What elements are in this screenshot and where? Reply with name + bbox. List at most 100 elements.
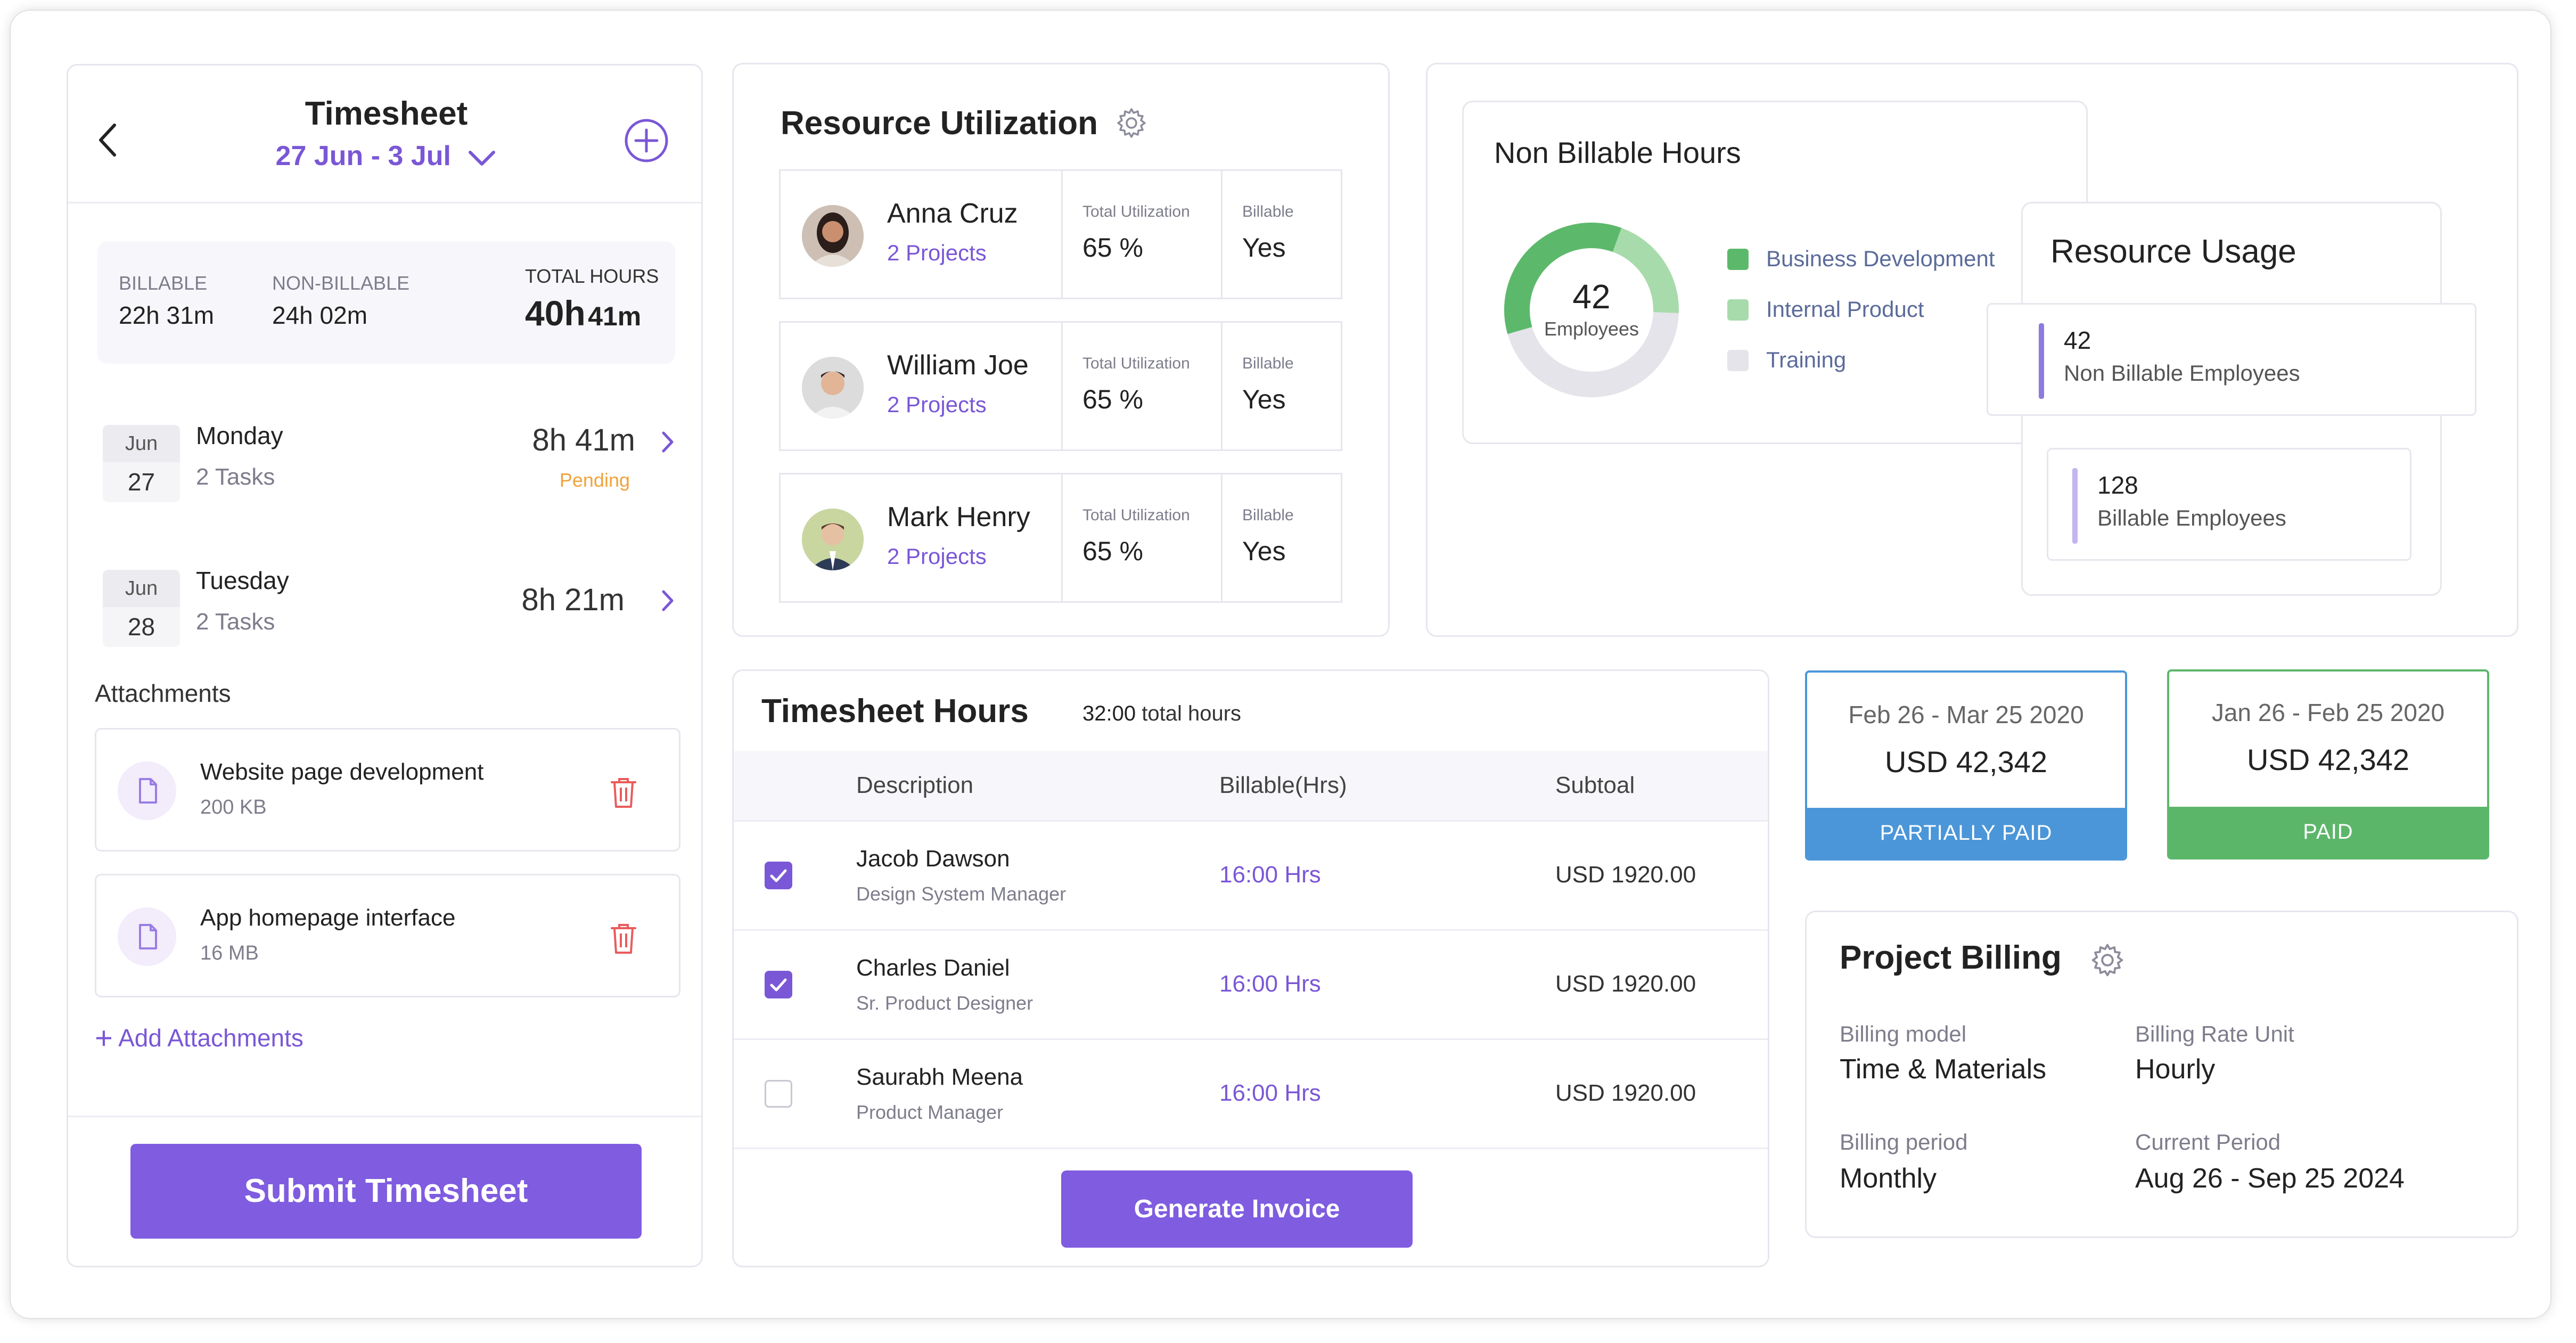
timesheet-hours-card: Timesheet Hours 32:00 total hours Descri… bbox=[732, 669, 1769, 1267]
add-attachments-link[interactable]: + Add Attachments bbox=[95, 1020, 303, 1056]
trash-icon[interactable] bbox=[608, 775, 639, 810]
date-range-label: 27 Jun - 3 Jul bbox=[275, 141, 451, 171]
day-row-monday[interactable]: Jun 27 Monday 2 Tasks 8h 41m Pending bbox=[97, 412, 678, 505]
total-hours-value: 40h 41m bbox=[525, 293, 641, 333]
date-range-dropdown[interactable]: 27 Jun - 3 Jul bbox=[68, 140, 704, 172]
table-row[interactable]: Charles Daniel Sr. Product Designer 16:0… bbox=[734, 931, 1768, 1038]
billable-label: Billable bbox=[1242, 203, 1294, 220]
day-tasks: 2 Tasks bbox=[196, 464, 275, 490]
chevron-right-icon bbox=[662, 431, 674, 453]
project-billing-title: Project Billing bbox=[1840, 939, 2062, 976]
date-badge-day: 27 bbox=[127, 468, 155, 496]
invoice-status: PAID bbox=[2169, 807, 2487, 857]
attachments-heading: Attachments bbox=[95, 679, 231, 707]
donut-segment-business-development bbox=[1504, 223, 1679, 397]
billable-label: Billable bbox=[1242, 506, 1294, 524]
legend-swatch-training bbox=[1727, 350, 1749, 371]
submit-timesheet-button[interactable]: Submit Timesheet bbox=[130, 1144, 642, 1239]
project-billing-card: Project Billing Billing model Time & Mat… bbox=[1805, 911, 2518, 1238]
usage-item-billable: 128 Billable Employees bbox=[2047, 448, 2411, 561]
billing-model-label: Billing model bbox=[1840, 1021, 1967, 1046]
legend-business-development: Business Development bbox=[1766, 246, 1995, 271]
util-label: Total Utilization bbox=[1082, 506, 1190, 524]
file-icon bbox=[118, 907, 176, 966]
row-role: Design System Manager bbox=[856, 883, 1067, 905]
gear-icon[interactable] bbox=[1114, 106, 1148, 140]
trash-icon[interactable] bbox=[608, 921, 639, 956]
day-hours: 8h 21m bbox=[521, 583, 625, 617]
billable-label: BILLABLE bbox=[119, 272, 208, 294]
table-row[interactable]: Saurabh Meena Product Manager 16:00 Hrs … bbox=[734, 1040, 1768, 1148]
resource-row[interactable]: Anna Cruz 2 Projects Total Utilization 6… bbox=[779, 169, 1342, 299]
util-value: 65 % bbox=[1082, 384, 1143, 414]
total-hours-m: 41m bbox=[588, 301, 642, 331]
chevron-left-icon[interactable] bbox=[92, 119, 124, 161]
billable-value: Yes bbox=[1242, 384, 1286, 414]
current-period-label: Current Period bbox=[2135, 1129, 2281, 1154]
date-badge-day: 28 bbox=[127, 613, 155, 641]
attachment-item[interactable]: App homepage interface 16 MB bbox=[95, 874, 680, 997]
day-hours: 8h 41m bbox=[532, 423, 635, 457]
resource-row[interactable]: Mark Henry 2 Projects Total Utilization … bbox=[779, 473, 1342, 603]
billing-period-value: Monthly bbox=[1840, 1163, 1937, 1194]
row-name: Saurabh Meena bbox=[856, 1064, 1023, 1090]
table-row[interactable]: Jacob Dawson Design System Manager 16:00… bbox=[734, 822, 1768, 929]
timesheet-title: Timesheet bbox=[305, 95, 468, 132]
date-badge: Jun 28 bbox=[103, 570, 180, 647]
person-name: Anna Cruz bbox=[887, 198, 1018, 229]
invoice-amount: USD 42,342 bbox=[2246, 743, 2410, 776]
current-period-value: Aug 26 - Sep 25 2024 bbox=[2135, 1163, 2405, 1194]
usage-item-nonbillable: 42 Non Billable Employees bbox=[1987, 303, 2476, 416]
chevron-down-icon bbox=[469, 151, 496, 166]
billing-rate-value: Hourly bbox=[2135, 1054, 2216, 1085]
row-checkbox[interactable] bbox=[765, 1080, 792, 1108]
legend-internal-product: Internal Product bbox=[1766, 297, 1924, 322]
usage-label: Billable Employees bbox=[2097, 505, 2286, 530]
row-subtotal: USD 1920.00 bbox=[1555, 1080, 1696, 1106]
invoice-period: Feb 26 - Mar 25 2020 bbox=[1848, 701, 2084, 728]
legend-swatch-internal bbox=[1727, 299, 1749, 321]
avatar bbox=[802, 357, 864, 419]
attachment-item[interactable]: Website page development 200 KB bbox=[95, 728, 680, 851]
invoice-amount: USD 42,342 bbox=[1884, 745, 2048, 779]
row-checkbox[interactable] bbox=[765, 862, 792, 889]
resource-usage-title: Resource Usage bbox=[2050, 233, 2296, 270]
nonbillable-value: 24h 02m bbox=[272, 301, 368, 329]
resource-utilization-title: Resource Utilization bbox=[781, 105, 1098, 142]
row-billable: 16:00 Hrs bbox=[1219, 862, 1321, 888]
resource-utilization-card: Resource Utilization Anna Cruz 2 Project… bbox=[732, 63, 1390, 637]
person-projects: 2 Projects bbox=[887, 392, 987, 417]
row-role: Sr. Product Designer bbox=[856, 992, 1033, 1014]
date-badge: Jun 27 bbox=[103, 425, 180, 502]
table-header: Description Billable(Hrs) Subtoal bbox=[734, 751, 1768, 820]
gear-icon[interactable] bbox=[2089, 941, 2126, 979]
avatar bbox=[802, 509, 864, 570]
invoice-card[interactable]: Feb 26 - Mar 25 2020 USD 42,342 PARTIALL… bbox=[1805, 670, 2127, 861]
footer-divider bbox=[68, 1116, 701, 1117]
non-billable-card: Non Billable Hours 42 Employees Business… bbox=[1462, 101, 2088, 444]
column-header: Billable(Hrs) bbox=[1219, 772, 1347, 798]
row-billable: 16:00 Hrs bbox=[1219, 971, 1321, 997]
usage-value: 128 bbox=[2097, 471, 2138, 499]
usage-bar-billable bbox=[2072, 468, 2078, 544]
day-name: Monday bbox=[196, 422, 283, 449]
add-circle-icon[interactable] bbox=[624, 118, 669, 163]
row-checkbox[interactable] bbox=[765, 971, 792, 998]
timesheet-hours-title: Timesheet Hours bbox=[761, 693, 1029, 730]
timesheet-card: Timesheet 27 Jun - 3 Jul BILLABLE 22h 31… bbox=[67, 64, 703, 1267]
person-projects: 2 Projects bbox=[887, 544, 987, 569]
invoice-card[interactable]: Jan 26 - Feb 25 2020 USD 42,342 PAID bbox=[2167, 669, 2489, 859]
invoice-period: Jan 26 - Feb 25 2020 bbox=[2211, 699, 2445, 726]
billing-period-label: Billing period bbox=[1840, 1129, 1968, 1154]
column-header: Description bbox=[856, 772, 974, 798]
util-value: 65 % bbox=[1082, 536, 1143, 566]
billing-model-value: Time & Materials bbox=[1840, 1054, 2047, 1085]
attachment-name: App homepage interface bbox=[200, 905, 456, 931]
add-attachments-label: Add Attachments bbox=[118, 1024, 303, 1052]
generate-invoice-button[interactable]: Generate Invoice bbox=[1061, 1170, 1413, 1248]
day-row-tuesday[interactable]: Jun 28 Tuesday 2 Tasks 8h 21m bbox=[97, 556, 678, 650]
day-name: Tuesday bbox=[196, 567, 289, 594]
resource-row[interactable]: William Joe 2 Projects Total Utilization… bbox=[779, 321, 1342, 451]
analytics-card: Non Billable Hours 42 Employees Business… bbox=[1426, 63, 2518, 637]
usage-label: Non Billable Employees bbox=[2064, 361, 2300, 386]
